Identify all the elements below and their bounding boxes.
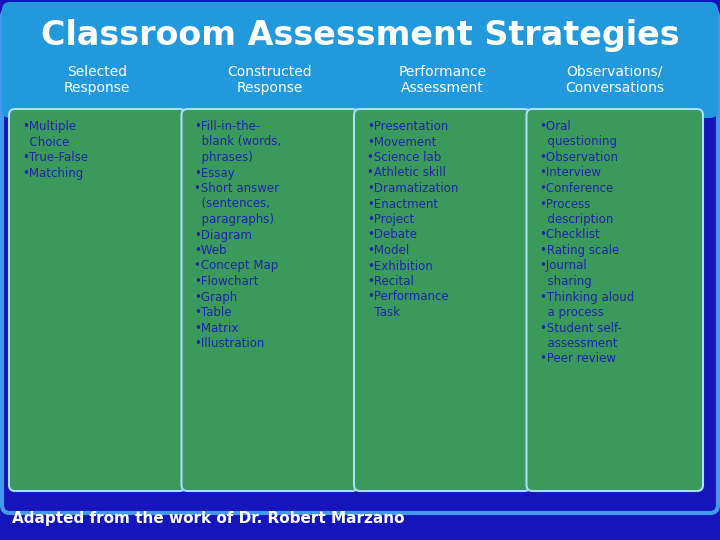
Text: Classroom Assessment Strategies: Classroom Assessment Strategies	[41, 18, 679, 51]
FancyBboxPatch shape	[2, 2, 718, 118]
Text: Observations/
Conversations: Observations/ Conversations	[565, 65, 665, 95]
Text: Performance
Assessment: Performance Assessment	[398, 65, 486, 95]
FancyBboxPatch shape	[9, 109, 186, 491]
Text: •Oral
  questioning
•Observation
•Interview
•Conference
•Process
  description
•: •Oral questioning •Observation •Intervie…	[539, 120, 634, 366]
Text: •Presentation
•Movement
•Science lab
•Athletic skill
•Dramatization
•Enactment
•: •Presentation •Movement •Science lab •At…	[367, 120, 459, 319]
FancyBboxPatch shape	[2, 9, 718, 513]
Bar	[18, 60, 703, 110]
Text: Constructed
Response: Constructed Response	[228, 65, 312, 95]
Text: •Multiple
  Choice
•True-False
•Matching: •Multiple Choice •True-False •Matching	[22, 120, 88, 179]
FancyBboxPatch shape	[181, 109, 358, 491]
Text: •Fill-in-the-
  blank (words,
  phrases)
•Essay
•Short answer
  (sentences,
  pa: •Fill-in-the- blank (words, phrases) •Es…	[194, 120, 282, 350]
FancyBboxPatch shape	[354, 109, 531, 491]
Text: Selected
Response: Selected Response	[64, 65, 130, 95]
FancyBboxPatch shape	[526, 109, 703, 491]
Text: Adapted from the work of Dr. Robert Marzano: Adapted from the work of Dr. Robert Marz…	[12, 510, 405, 525]
